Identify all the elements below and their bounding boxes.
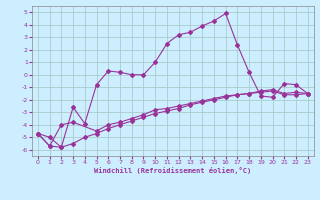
X-axis label: Windchill (Refroidissement éolien,°C): Windchill (Refroidissement éolien,°C) (94, 167, 252, 174)
